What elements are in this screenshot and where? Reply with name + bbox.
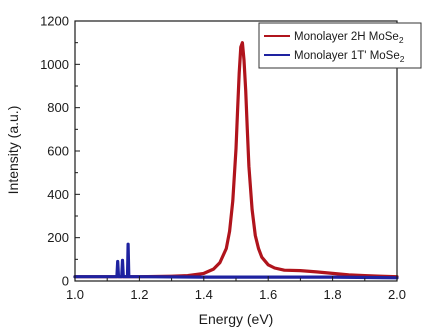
data-point [332, 272, 334, 274]
data-point [248, 165, 250, 167]
data-point [203, 272, 205, 274]
data-point [315, 271, 318, 273]
y-tick-label: 600 [47, 144, 69, 159]
data-point [225, 247, 227, 250]
legend-item-1t: Monolayer 1T' MoSe2 [264, 50, 405, 64]
legend-box [258, 22, 422, 69]
data-point [212, 268, 215, 270]
y-axis-title: Intensity (a.u.) [5, 106, 21, 195]
data-point [243, 59, 245, 61]
data-point [127, 243, 129, 245]
x-tick-label: 1.0 [66, 287, 84, 302]
data-point [257, 247, 260, 250]
data-point [261, 256, 263, 258]
data-point [274, 267, 276, 269]
data-point [117, 260, 119, 263]
data-point [219, 262, 221, 264]
y-tick-label: 0 [62, 274, 69, 289]
data-point [126, 276, 129, 278]
y-tick-label: 800 [47, 100, 69, 115]
series-layer [73, 41, 399, 280]
x-tick-label: 1.6 [259, 287, 277, 302]
line-2h [73, 41, 399, 279]
data-point [128, 276, 130, 278]
y-tick-label: 200 [47, 230, 69, 245]
data-point [348, 274, 350, 276]
x-tick-label: 1.2 [130, 287, 148, 302]
data-point [232, 200, 234, 202]
data-point [229, 230, 231, 232]
line-1t [73, 242, 399, 280]
ticks-layer: 1.0 1.2 1.4 1.6 1.8 2.0 0 200 400 600 800 1000 1200 [40, 14, 406, 303]
x-axis-title: Energy (eV) [199, 311, 274, 327]
data-point [240, 46, 242, 48]
data-point [237, 109, 239, 111]
data-point [246, 128, 248, 130]
data-point [254, 234, 256, 237]
series-2h [73, 41, 399, 279]
data-point [241, 42, 243, 44]
data-point [235, 148, 237, 150]
series-1t [73, 242, 399, 280]
legend-item-2h: Monolayer 2H MoSe2 [264, 31, 404, 45]
data-point [238, 72, 240, 74]
data-point [121, 276, 123, 278]
legend: Monolayer 2H MoSe2 Monolayer 1T' MoSe2 [258, 22, 422, 69]
data-point [251, 208, 253, 211]
x-tick-label: 1.8 [324, 287, 342, 302]
data-point [283, 269, 285, 271]
data-point [116, 276, 118, 278]
y-tick-label: 400 [47, 187, 69, 202]
x-tick-label: 2.0 [388, 287, 406, 302]
data-point [267, 264, 269, 266]
y-tick-label: 1000 [40, 57, 69, 72]
data-point [121, 259, 124, 261]
data-point [122, 276, 124, 278]
y-tick-label: 1200 [40, 14, 69, 29]
data-point [299, 270, 301, 272]
data-point [117, 276, 120, 278]
x-tick-label: 1.4 [195, 287, 213, 302]
data-point [245, 89, 247, 91]
legend-label-2h: Monolayer 2H MoSe2 [294, 31, 404, 45]
legend-label-1t: Monolayer 1T' MoSe2 [294, 50, 405, 64]
